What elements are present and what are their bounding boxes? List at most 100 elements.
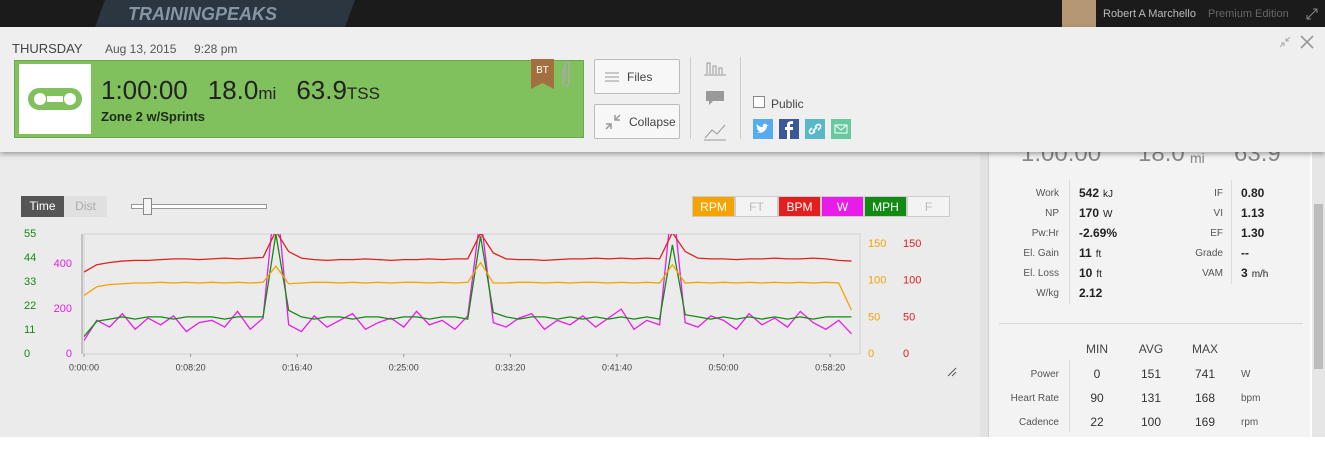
metric-value: 3 m/h: [1241, 266, 1269, 280]
series-toggle[interactable]: MPH: [864, 196, 907, 217]
slider-handle[interactable]: [143, 198, 152, 215]
tss: 63.9: [296, 75, 347, 105]
close-button[interactable]: [1300, 35, 1314, 49]
separator: [1069, 360, 1070, 432]
expand-icon[interactable]: [1306, 8, 1318, 20]
email-share[interactable]: [831, 119, 851, 139]
metric-value: 1.13: [1241, 206, 1265, 220]
workout-title: Zone 2 w/Sprints: [101, 109, 206, 124]
metric-value: 2.12: [1079, 286, 1103, 300]
table-value: 169: [1194, 415, 1216, 429]
avatar[interactable]: [1062, 0, 1096, 27]
x-tick-label: 0:00:00: [69, 362, 99, 372]
badge[interactable]: BT: [531, 59, 554, 89]
metric-unit: m/h: [1251, 269, 1269, 280]
metric-label: W/kg: [1036, 288, 1059, 299]
separator: [1231, 180, 1232, 284]
stats-panel: 1:00:00 18.0 mi 63.9 Work 542 kJ NP 170 W Pw:H…: [988, 152, 1310, 437]
series-toggle[interactable]: F: [907, 196, 950, 217]
metric-value: 10 ft: [1079, 266, 1102, 280]
x-tick-label: 0:25:00: [389, 362, 419, 372]
y-tick-label: 11: [24, 324, 35, 336]
view-icons[interactable]: [704, 60, 728, 144]
y-tick-label: 44: [24, 252, 36, 264]
metric-unit: ft: [1095, 249, 1102, 260]
public-checkbox[interactable]: [753, 96, 765, 108]
y-tick-label: 200: [54, 303, 72, 315]
series-toggle[interactable]: BPM: [778, 196, 821, 217]
workout-header: THURSDAY Aug 13, 2015 9:28 pm 1:00:00 18…: [0, 27, 1325, 152]
x-tick-label: 0:16:40: [282, 362, 312, 372]
x-tick-label: 0:41:40: [602, 362, 632, 372]
y-tick-label: 100: [903, 275, 921, 287]
twitter-share[interactable]: [753, 119, 773, 139]
summary-metrics: 1:00:00 18.0 mi 63.9 TSS: [101, 75, 380, 106]
date: Aug 13, 2015: [105, 42, 177, 56]
x-tick-label: 0:50:00: [709, 362, 739, 372]
shrink-icon[interactable]: [1279, 36, 1291, 48]
dist-toggle[interactable]: Dist: [64, 196, 107, 217]
metric-value: 11 ft: [1079, 246, 1102, 260]
y-tick-label: 0: [903, 348, 909, 360]
metric-unit: W: [1103, 209, 1113, 220]
y-tick-label: 0: [868, 348, 874, 360]
workout-summary[interactable]: 1:00:00 18.0 mi 63.9 TSS Zone 2 w/Sprint…: [14, 59, 584, 138]
collapse-button[interactable]: Collapse: [594, 104, 680, 139]
summary-duration: 1:00:00: [1021, 152, 1102, 167]
zoom-slider[interactable]: [131, 204, 267, 209]
resize-handle[interactable]: [947, 367, 957, 377]
y-tick-label: 100: [868, 275, 886, 287]
metric-label: El. Gain: [1023, 248, 1059, 259]
series-line: [84, 234, 852, 273]
scroll-thumb[interactable]: [1314, 204, 1323, 369]
series-line: [84, 234, 852, 341]
plot-area: [83, 233, 861, 355]
series-toggle[interactable]: FT: [735, 196, 778, 217]
user-name[interactable]: Robert A Marchello: [1103, 8, 1196, 20]
y-tick-label: 50: [868, 311, 880, 323]
distance: 18.0: [207, 75, 259, 105]
files-icon: [605, 72, 619, 81]
day: THURSDAY: [12, 41, 83, 56]
row-label: Power: [1030, 369, 1059, 380]
metric-label: EF: [1210, 228, 1223, 239]
table-value: 22: [1090, 415, 1104, 429]
metric-value: --: [1241, 246, 1249, 260]
table-value: 100: [1140, 415, 1162, 429]
collapse-label: Collapse: [629, 114, 676, 129]
scrollbar[interactable]: [1312, 152, 1325, 437]
x-tick-label: 0:58:20: [815, 362, 845, 372]
metric-value: -2.69%: [1079, 226, 1118, 240]
table-value: 0: [1093, 367, 1101, 381]
bike-chain-icon: [28, 88, 82, 110]
time-toggle[interactable]: Time: [21, 196, 64, 217]
attachment-icon[interactable]: [558, 59, 574, 91]
series-line: [84, 234, 852, 337]
series-toggle[interactable]: W: [821, 196, 864, 217]
table-header: MIN: [1086, 342, 1108, 356]
sport-icon: [19, 64, 91, 134]
link-share[interactable]: [805, 119, 825, 139]
summary-tss: 63.9: [1234, 152, 1281, 167]
chart: 0:00:00 0:08:20 0:16:40 0:25:00 0:33:20 0:41:…: [24, 228, 957, 377]
y-tick-label: 50: [903, 311, 915, 323]
summary-distance: 18.0: [1138, 152, 1185, 167]
row-unit: W: [1241, 369, 1251, 380]
table-value: 741: [1194, 367, 1216, 381]
public-label: Public: [771, 97, 804, 111]
x-tick-label: 0:33:20: [495, 362, 525, 372]
row-unit: rpm: [1241, 417, 1259, 428]
top-bar: TRAININGPEAKS Robert A Marchello Premium…: [0, 0, 1325, 27]
table-value: 151: [1140, 367, 1162, 381]
metric-label: NP: [1045, 208, 1059, 219]
x-tick-label: 0:08:20: [176, 362, 206, 372]
files-button[interactable]: Files: [594, 59, 680, 94]
summary-distance-unit: mi: [1190, 152, 1205, 166]
table-value: 168: [1194, 391, 1216, 405]
series-toggle[interactable]: RPM: [692, 196, 735, 217]
table-value: 90: [1090, 391, 1104, 405]
facebook-share[interactable]: [779, 119, 799, 139]
brand[interactable]: TRAININGPEAKS: [128, 4, 278, 24]
metric-label: IF: [1214, 188, 1223, 199]
y-tick-label: 22: [24, 300, 36, 312]
